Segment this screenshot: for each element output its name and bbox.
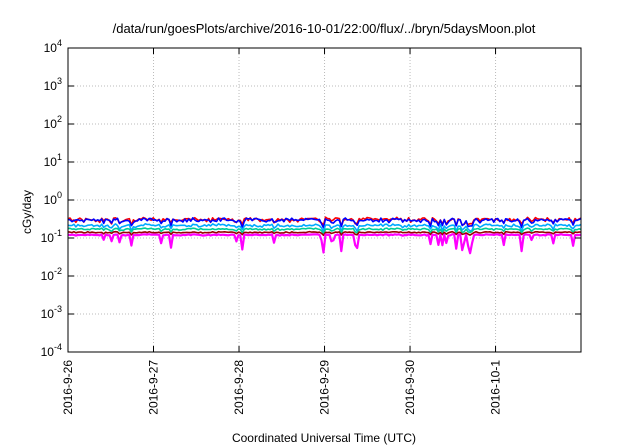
y-tick-label: 102 [44, 114, 62, 131]
chart-title: /data/run/goesPlots/archive/2016-10-01/2… [113, 21, 536, 36]
y-tick-label: 103 [44, 76, 62, 93]
x-tick-label: 2016-9-27 [147, 360, 161, 415]
x-tick-label: 2016-10-1 [489, 360, 503, 415]
y-tick-label: 104 [44, 38, 62, 55]
y-tick-label: 10-4 [41, 342, 62, 359]
series-line-3 [67, 223, 582, 233]
y-tick-label: 101 [44, 152, 62, 169]
series-line-4 [67, 227, 582, 235]
y-axis-label: cGy/day [20, 190, 34, 234]
grid [68, 48, 581, 352]
x-tick-label: 2016-9-29 [318, 360, 332, 415]
y-tick-label: 10-1 [41, 228, 62, 245]
y-axis: 10-4 10-3 10-2 10-1 100 101 102 103 104 [41, 38, 581, 359]
y-tick-label: 100 [44, 190, 62, 207]
y-tick-label: 10-3 [41, 304, 62, 321]
series-line-6 [67, 233, 582, 255]
x-tick-label: 2016-9-28 [232, 360, 246, 415]
x-tick-label: 2016-9-30 [403, 360, 417, 415]
series-line-2 [67, 217, 582, 229]
series-line-5 [67, 230, 582, 237]
y-tick-label: 10-2 [41, 266, 62, 283]
series-layer [67, 216, 582, 255]
x-axis: 2016-9-26 2016-9-27 2016-9-28 2016-9-29 2016… [61, 48, 503, 415]
x-tick-label: 2016-9-26 [61, 360, 75, 415]
x-axis-label: Coordinated Universal Time (UTC) [232, 431, 416, 445]
